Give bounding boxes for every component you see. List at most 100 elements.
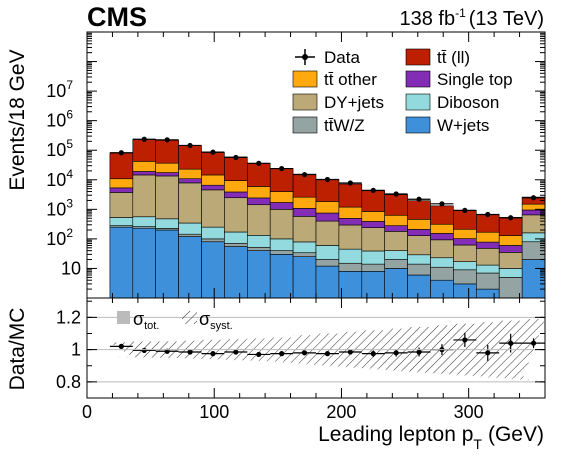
- stack-bar-w-jets: [292, 256, 317, 298]
- stack-bar-single-top: [498, 245, 523, 253]
- ratio-point: [508, 340, 514, 346]
- stack-bar-single-top: [453, 238, 477, 246]
- stack-bar-dy-jets: [269, 209, 294, 240]
- stack-bar-single-top: [201, 184, 225, 191]
- stack-bar-diboson: [338, 248, 363, 264]
- stack-bar-tt-ll-: [247, 163, 271, 187]
- stack-bar-tt-ll-: [407, 200, 431, 220]
- stack-bar-tt-ll-: [384, 194, 408, 216]
- ratio-point: [370, 351, 376, 357]
- stack-bar-diboson: [269, 238, 294, 251]
- legend-entry: DY+jets: [292, 93, 384, 112]
- stack-bar-dy-jets: [453, 244, 477, 262]
- legend-entry: Data: [295, 48, 360, 67]
- data-point: [233, 154, 239, 161]
- stack-bar-single-top: [247, 197, 271, 206]
- stack-bar-tt-w-z: [361, 263, 385, 272]
- stack-bar-single-top: [178, 178, 202, 184]
- ratio-point: [118, 343, 124, 349]
- ratio-point: [462, 337, 468, 343]
- stack-bar-w-jets: [315, 265, 340, 298]
- stack-bar-diboson: [361, 250, 385, 265]
- stack-bar-dy-jets: [498, 252, 523, 269]
- stack-bar-single-top: [407, 229, 431, 236]
- stack-bar-tt-other: [430, 223, 454, 234]
- stack-bar-tt-other: [247, 186, 271, 199]
- stack-bar-tt-other: [201, 174, 225, 186]
- stack-bar-single-top: [109, 187, 134, 193]
- ratio-point: [256, 351, 262, 358]
- y-tick-base: 10: [46, 140, 66, 160]
- stack-bar-diboson: [247, 235, 271, 248]
- legend-label: tt̄ other: [324, 70, 377, 89]
- legend-entry: Single top: [405, 70, 513, 89]
- stack-bar-tt-w-z: [384, 259, 408, 269]
- stack-bar-single-top: [224, 191, 248, 199]
- data-point: [187, 142, 193, 149]
- tot-label: σtot.: [133, 309, 159, 332]
- data-point: [439, 201, 445, 207]
- stack-bar-dy-jets: [201, 189, 225, 228]
- legend-entry: Diboson: [405, 93, 499, 112]
- data-point: [508, 215, 514, 221]
- ratio-point: [233, 349, 239, 355]
- stack-bar-diboson: [132, 216, 157, 227]
- stack-bar-diboson: [178, 222, 202, 235]
- legend-entry: tt̄ other: [292, 70, 377, 89]
- legend-label: tt̄ (ll): [437, 48, 470, 67]
- data-point: [164, 137, 170, 143]
- stack-bar-dy-jets: [384, 231, 408, 251]
- stack-bar-dy-jets: [338, 224, 363, 250]
- y-tick-exp: 3: [66, 196, 73, 210]
- x-axis-title: Leading lepton pT (GeV): [318, 423, 544, 452]
- y-tick-exp: 4: [66, 167, 73, 181]
- legend-label: tt̄W/Z: [324, 116, 365, 135]
- data-point: [462, 207, 468, 214]
- y-tick-label: 102: [46, 226, 73, 249]
- stack-bar-tt-w-z: [407, 263, 431, 276]
- legend-label: DY+jets: [324, 93, 384, 112]
- stack-bar-tt-other: [453, 228, 477, 239]
- ratio-y-tick-label: 0.8: [56, 372, 81, 392]
- stack-histogram: [109, 139, 545, 298]
- ratio-point: [141, 347, 147, 354]
- data-point: [301, 171, 308, 178]
- stack-bar-tt-other: [155, 162, 179, 173]
- stack-bar-tt-w-z: [475, 272, 500, 290]
- stack-bar-tt-other: [384, 214, 408, 226]
- y-axis-title-bottom: Data/MC: [6, 308, 29, 391]
- data-point: [118, 150, 124, 156]
- stack-bar-diboson: [407, 254, 431, 265]
- data-point: [393, 191, 399, 197]
- stack-bar-tt-other: [292, 196, 317, 209]
- stack-bar-diboson: [155, 218, 179, 229]
- lumi-exponent: -1: [455, 6, 466, 20]
- y-tick-label: 105: [46, 137, 73, 160]
- stack-bar-tt-other: [178, 168, 202, 180]
- legend-swatch: [405, 93, 431, 111]
- stack-bar-tt-w-z: [498, 277, 523, 298]
- y-tick-base: 10: [46, 199, 66, 219]
- legend-swatch: [292, 70, 318, 88]
- legend-swatch: [292, 116, 318, 134]
- legend-label: W+jets: [437, 116, 489, 135]
- stack-bar-tt-w-z: [178, 233, 202, 237]
- stack-bar-w-jets: [155, 229, 179, 298]
- energy-value: (13 TeV): [469, 8, 544, 30]
- ratio-point: [279, 351, 285, 357]
- x-axis-title-main: Leading lepton p: [318, 423, 473, 446]
- stack-bar-tt-ll-: [132, 139, 157, 162]
- y-tick-label: 103: [46, 196, 73, 219]
- syst-sub: syst.: [210, 320, 233, 332]
- data-point: [141, 136, 147, 142]
- stack-bar-diboson: [315, 245, 340, 260]
- stack-bar-diboson: [430, 257, 454, 268]
- y-tick-label: 107: [46, 78, 73, 101]
- stack-bar-diboson: [498, 268, 523, 278]
- legend-label: Single top: [437, 70, 513, 89]
- syst-label: σsyst.: [199, 309, 233, 332]
- stack-bar-tt-other: [338, 206, 363, 219]
- stack-bar-dy-jets: [315, 220, 340, 246]
- legend-label: Data: [324, 48, 360, 67]
